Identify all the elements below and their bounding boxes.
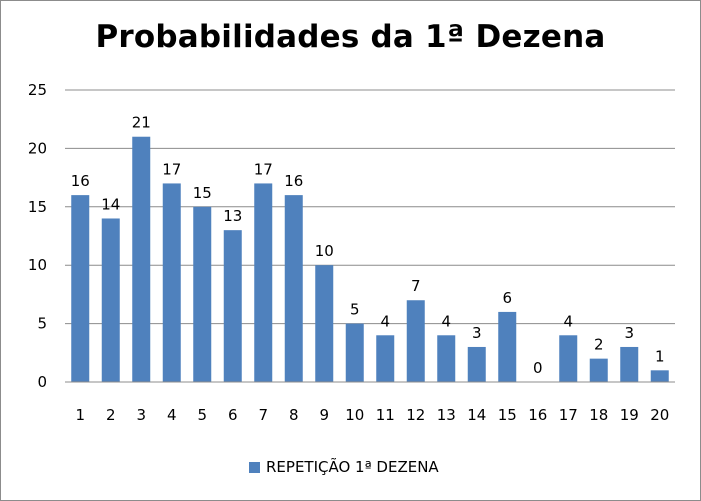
data-label: 5 (350, 301, 360, 319)
x-tick-label: 7 (258, 406, 268, 424)
y-tick-label: 20 (28, 139, 47, 157)
x-axis-tick-labels: 1 2 3 4 5 6 7 8 9 10 11 12 13 14 15 16 17 18 19 20 (75, 406, 669, 424)
y-tick-label: 0 (37, 373, 47, 391)
bar (101, 218, 120, 382)
x-tick-label: 13 (437, 406, 456, 424)
data-label: 16 (284, 172, 303, 190)
legend: REPETIÇÃO 1ª DEZENA (249, 458, 439, 476)
bar (437, 335, 456, 382)
bar (376, 335, 395, 382)
x-tick-label: 11 (376, 406, 395, 424)
bar (559, 335, 578, 382)
data-labels: 16 14 21 17 15 13 17 16 10 5 4 7 4 3 6 0 4 2 3 1 (71, 114, 665, 377)
x-tick-label: 2 (106, 406, 116, 424)
x-tick-label: 18 (589, 406, 608, 424)
gridlines (65, 89, 675, 325)
bar (620, 346, 639, 382)
data-label: 1 (655, 347, 665, 365)
data-label: 7 (411, 277, 421, 295)
bar (498, 311, 517, 382)
bar (467, 346, 486, 382)
data-label: 21 (132, 114, 151, 132)
data-label: 0 (533, 359, 543, 377)
x-tick-label: 1 (75, 406, 85, 424)
bar (132, 136, 151, 382)
x-tick-label: 17 (559, 406, 578, 424)
x-tick-label: 8 (289, 406, 299, 424)
bars (71, 136, 669, 382)
x-tick-label: 5 (197, 406, 207, 424)
x-tick-label: 20 (650, 406, 669, 424)
data-label: 17 (254, 160, 273, 178)
data-label: 4 (380, 312, 390, 330)
bar (162, 183, 181, 382)
data-label: 4 (563, 312, 573, 330)
x-tick-label: 6 (228, 406, 238, 424)
x-tick-label: 3 (136, 406, 146, 424)
bar (223, 230, 242, 382)
x-tick-label: 9 (319, 406, 329, 424)
data-label: 10 (315, 242, 334, 260)
bar (650, 370, 669, 382)
x-tick-label: 10 (345, 406, 364, 424)
data-label: 13 (223, 207, 242, 225)
bar (254, 183, 273, 382)
bar (406, 300, 425, 382)
y-tick-label: 15 (28, 198, 47, 216)
x-tick-label: 19 (620, 406, 639, 424)
y-tick-label: 5 (37, 315, 47, 333)
x-tick-label: 4 (167, 406, 177, 424)
data-label: 6 (502, 289, 512, 307)
chart-title: Probabilidades da 1ª Dezena (95, 19, 606, 55)
x-tick-label: 12 (406, 406, 425, 424)
bar (71, 195, 90, 382)
legend-swatch (249, 461, 260, 473)
bar (284, 195, 303, 382)
data-label: 17 (162, 160, 181, 178)
bar (193, 206, 212, 382)
legend-label: REPETIÇÃO 1ª DEZENA (266, 458, 439, 476)
bar (589, 358, 608, 382)
y-axis-tick-labels: 0 5 10 15 20 25 (28, 81, 47, 391)
data-label: 16 (71, 172, 90, 190)
data-label: 14 (101, 195, 120, 213)
data-label: 3 (472, 324, 482, 342)
bar (345, 323, 364, 382)
y-tick-label: 25 (28, 81, 47, 99)
data-label: 15 (193, 184, 212, 202)
data-label: 4 (441, 312, 451, 330)
x-tick-label: 15 (498, 406, 517, 424)
y-tick-label: 10 (28, 256, 47, 274)
data-label: 3 (624, 324, 634, 342)
data-label: 2 (594, 336, 604, 354)
x-tick-label: 14 (467, 406, 486, 424)
bar (315, 265, 334, 382)
x-tick-label: 16 (528, 406, 547, 424)
